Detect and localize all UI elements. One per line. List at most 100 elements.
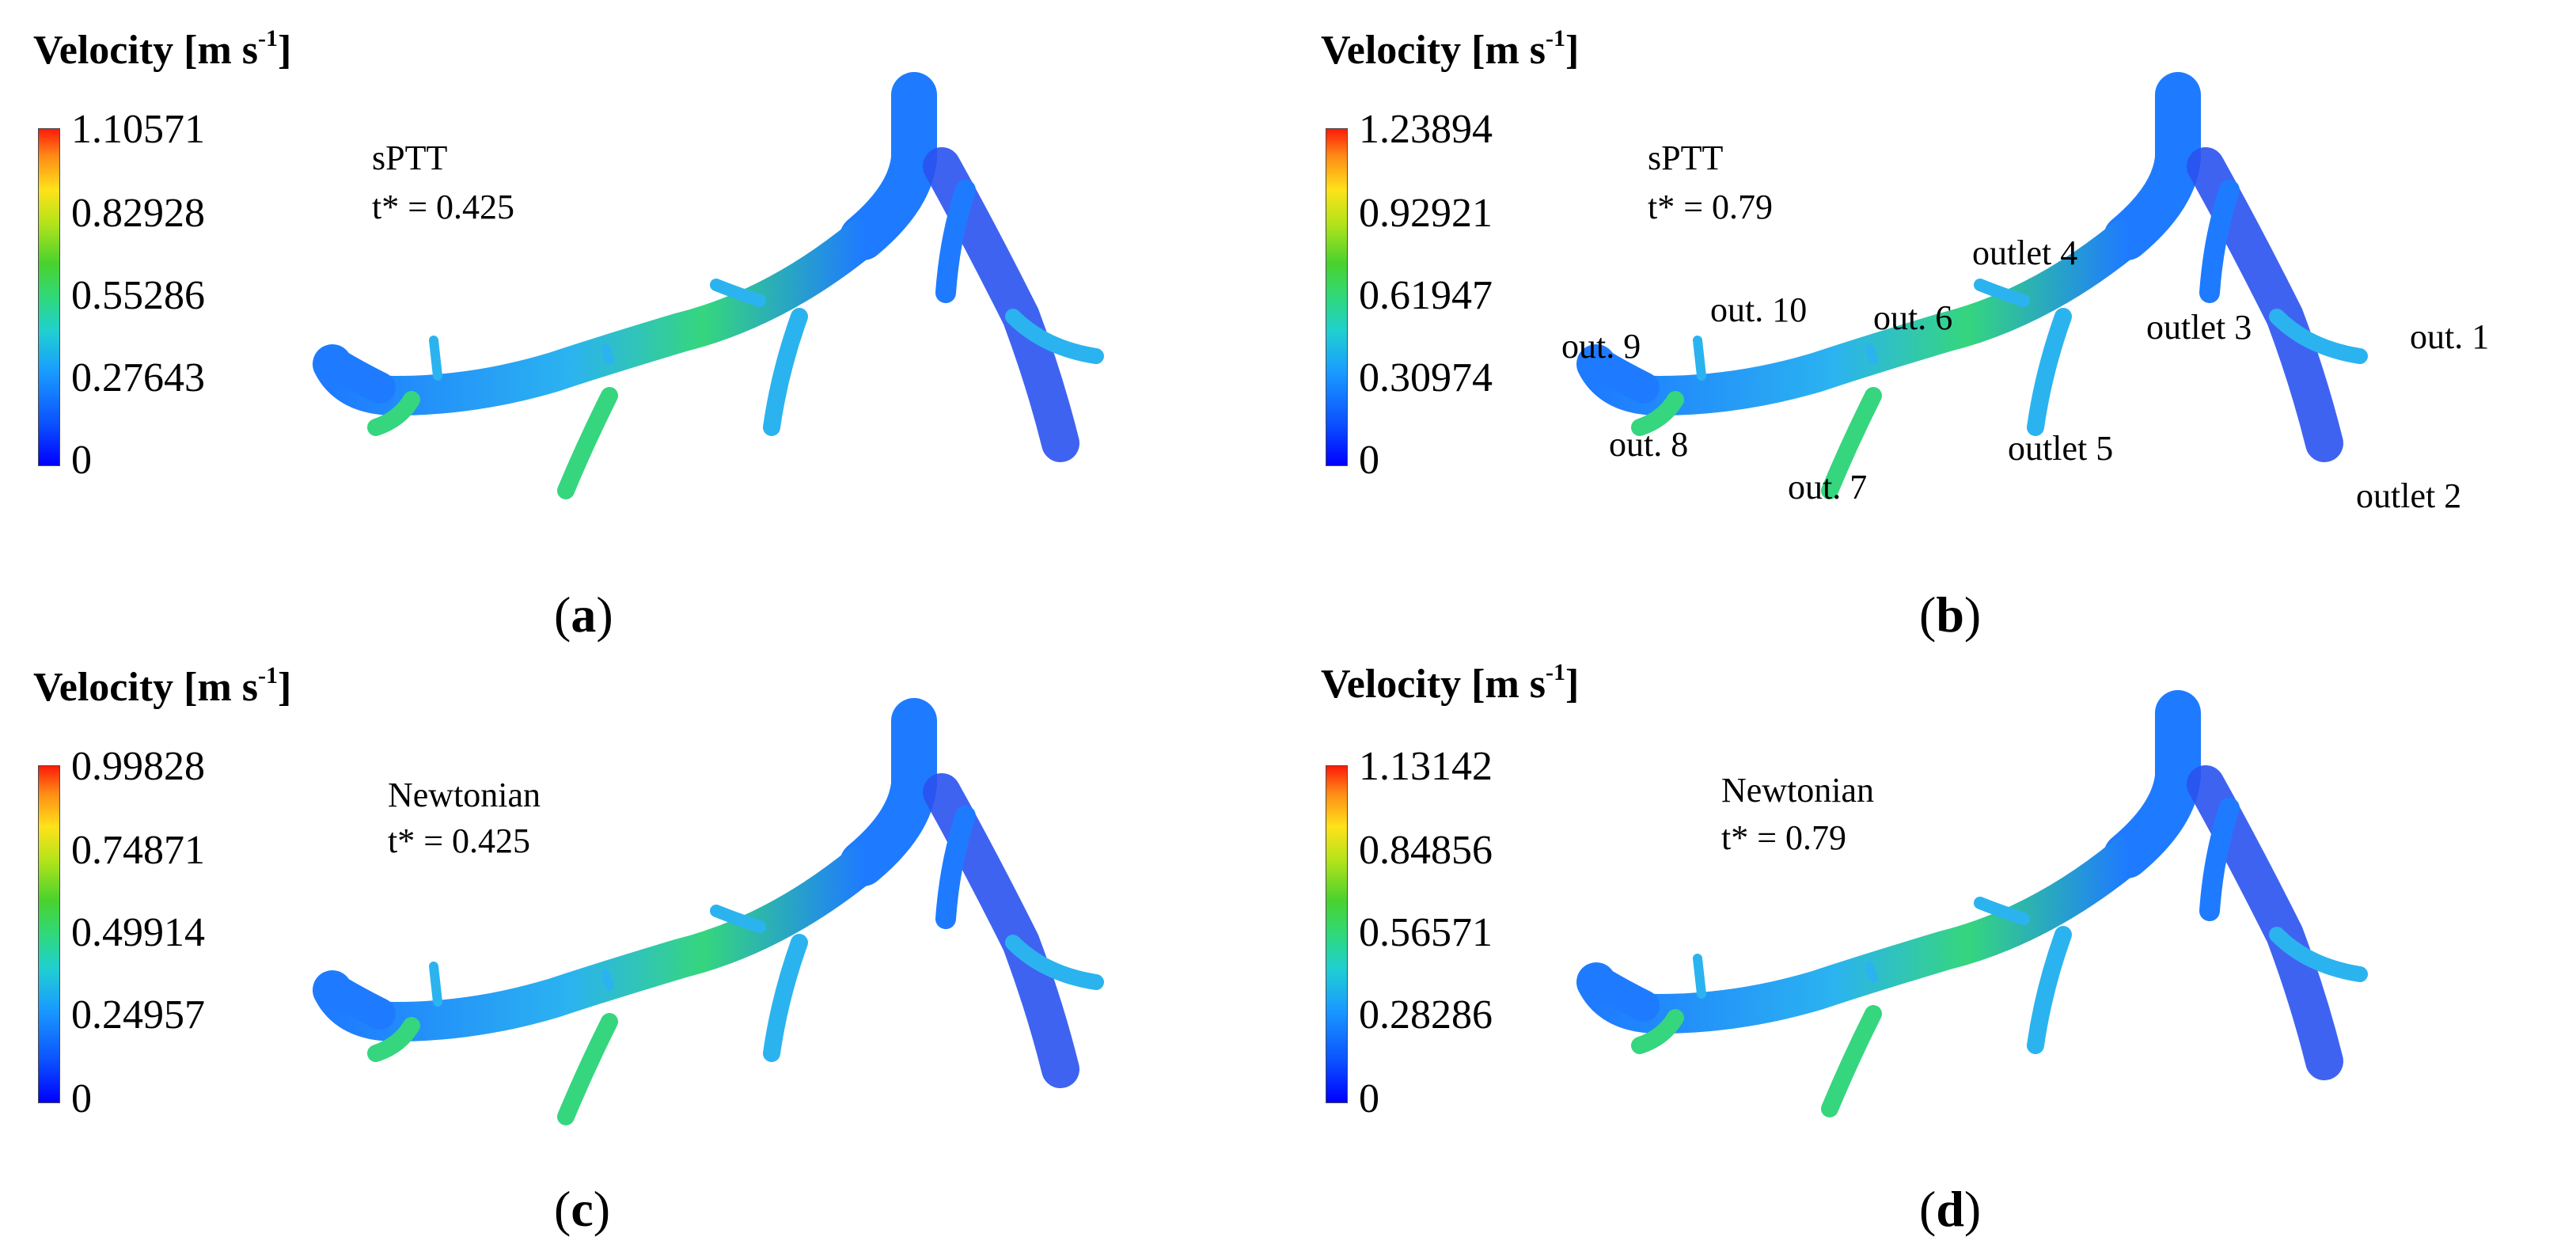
vessel-branch-outlet-4	[1974, 897, 2030, 925]
vessel-branch-outlet-7	[1821, 387, 1882, 499]
colorbar-title: Velocity [m s-1]	[1321, 25, 1580, 73]
colorbar-tick: 0.49914	[71, 910, 205, 955]
colorbar-tick: 0.74871	[71, 828, 205, 873]
vessel-branch-outlet-8	[367, 1017, 420, 1062]
colorbar	[38, 128, 60, 466]
vessel-branch-outlet-6	[1865, 343, 1878, 365]
time-label: t* = 0.425	[388, 821, 531, 860]
vessel-branch-outlet-3	[2199, 798, 2240, 921]
colorbar-tick: 0.30974	[1359, 355, 1493, 400]
vessel-branch-outlet-9	[321, 974, 396, 1030]
vessel-branch-outlet-1	[1005, 309, 1104, 364]
outlet-label: outlet 3	[2146, 308, 2252, 347]
outlet-label: out. 7	[1788, 468, 1868, 506]
colorbar-tick: 0.82928	[71, 191, 205, 236]
vessel-branch-outlet-6	[1865, 962, 1878, 983]
vessel-branch-outlet-10	[429, 336, 442, 381]
vessel-render	[313, 698, 1104, 1125]
panel-tag: (d)	[1919, 1181, 1982, 1237]
panel-a: Velocity [m s-1] 1.10571 0.82928 0.55286…	[0, 0, 1288, 643]
colorbar-tick: 0.24957	[71, 992, 205, 1038]
panel-tag: (a)	[554, 586, 613, 643]
colorbar-tick-max: 0.99828	[71, 744, 205, 789]
vessel-tree	[313, 72, 1104, 499]
vessel-branch-outlet-1	[2269, 927, 2368, 982]
vessel-tree	[1576, 690, 2368, 1117]
vessel-branch-outlet-9	[321, 348, 396, 404]
outlet-label: outlet 2	[2356, 476, 2462, 515]
vessel-branch-outlet-7	[1821, 1005, 1882, 1117]
vessel-branch-outlet-5	[2027, 308, 2072, 436]
vessel-branch-outlet-5	[763, 308, 808, 436]
vessel-branch-outlet-1	[2269, 309, 2368, 364]
colorbar-tick: 0.27643	[71, 355, 205, 400]
vessel-branch-outlet-5	[763, 934, 808, 1062]
vessel-branch-outlet-10	[1693, 336, 1706, 381]
outlet-label: out. 1	[2410, 317, 2490, 356]
outlet-label: out. 10	[1710, 290, 1808, 329]
vessel-branch-outlet-6	[601, 969, 614, 991]
outlet-label: outlet 4	[1972, 233, 2078, 272]
colorbar-title: Velocity [m s-1]	[33, 25, 292, 73]
panel-c: Velocity [m s-1] 0.99828 0.74871 0.49914…	[0, 626, 1288, 1252]
colorbar-tick: 0.84856	[1359, 828, 1493, 873]
vessel-render	[313, 72, 1104, 499]
vessel-branch-outlet-6	[601, 343, 614, 365]
vessel-branch-outlet-8	[367, 391, 420, 436]
vessel-branch-outlet-4	[1974, 279, 2030, 307]
colorbar-tick: 0.28286	[1359, 992, 1493, 1038]
colorbar-tick-max: 1.23894	[1359, 107, 1493, 152]
panel-d: Velocity [m s-1] 1.13142 0.84856 0.56571…	[1288, 626, 2575, 1252]
colorbar-tick: 0.61947	[1359, 273, 1493, 318]
vessel-trunk	[2104, 690, 2201, 878]
colorbar-title: Velocity [m s-1]	[33, 662, 292, 710]
vessel-tree	[313, 698, 1104, 1125]
model-label: Newtonian	[1721, 771, 1875, 810]
panel-tag: (b)	[1919, 586, 1982, 643]
vessel-branch-outlet-9	[1584, 348, 1660, 404]
vessel-branch-outlet-1	[1005, 935, 1104, 990]
vessel-trunk	[840, 72, 937, 260]
colorbar-tick: 0.56571	[1359, 910, 1493, 955]
colorbar-tick-min: 0	[1359, 1076, 1379, 1121]
colorbar-tick: 0.55286	[71, 273, 205, 318]
vessel-branch-outlet-5	[2027, 926, 2072, 1054]
vessel-branch-outlet-9	[1584, 966, 1660, 1022]
vessel-branch-outlet-4	[710, 279, 766, 307]
colorbar	[38, 765, 60, 1103]
colorbar	[1326, 128, 1348, 466]
vessel-branch-outlet-4	[710, 905, 766, 933]
model-label: sPTT	[372, 138, 448, 177]
outlet-label: out. 8	[1609, 425, 1689, 464]
vessel-tree	[1576, 72, 2368, 499]
vessel-branch-outlet-8	[1631, 1009, 1684, 1054]
vessel-branch-outlet-3	[935, 180, 976, 303]
outlet-label: out. 9	[1561, 327, 1641, 366]
time-label: t* = 0.79	[1648, 188, 1774, 226]
colorbar-tick: 0.92921	[1359, 191, 1493, 236]
vessel-branch-outlet-10	[1693, 954, 1706, 999]
colorbar-tick-min: 0	[71, 438, 92, 483]
vessel-render	[1576, 72, 2368, 499]
outlet-label: out. 6	[1873, 298, 1953, 337]
colorbar-tick-max: 1.10571	[71, 107, 205, 152]
colorbar	[1326, 765, 1348, 1103]
vessel-branch-outlet-7	[557, 387, 618, 499]
colorbar-tick-max: 1.13142	[1359, 744, 1493, 789]
vessel-branch-outlet-8	[1631, 391, 1684, 436]
vessel-branch-outlet-3	[2199, 180, 2240, 303]
model-label: Newtonian	[388, 776, 541, 814]
colorbar-title: Velocity [m s-1]	[1321, 659, 1580, 707]
model-label: sPTT	[1648, 138, 1724, 177]
panel-tag: (c)	[554, 1181, 611, 1237]
vessel-trunk	[2104, 72, 2201, 260]
vessel-branch-outlet-3	[935, 806, 976, 929]
colorbar-tick-min: 0	[71, 1076, 92, 1121]
vessel-branch-outlet-10	[429, 962, 442, 1007]
vessel-branch-outlet-7	[557, 1013, 618, 1125]
vessel-render	[1576, 690, 2368, 1117]
outlet-label: outlet 5	[2008, 429, 2114, 468]
colorbar-tick-min: 0	[1359, 438, 1379, 483]
time-label: t* = 0.425	[372, 188, 515, 226]
